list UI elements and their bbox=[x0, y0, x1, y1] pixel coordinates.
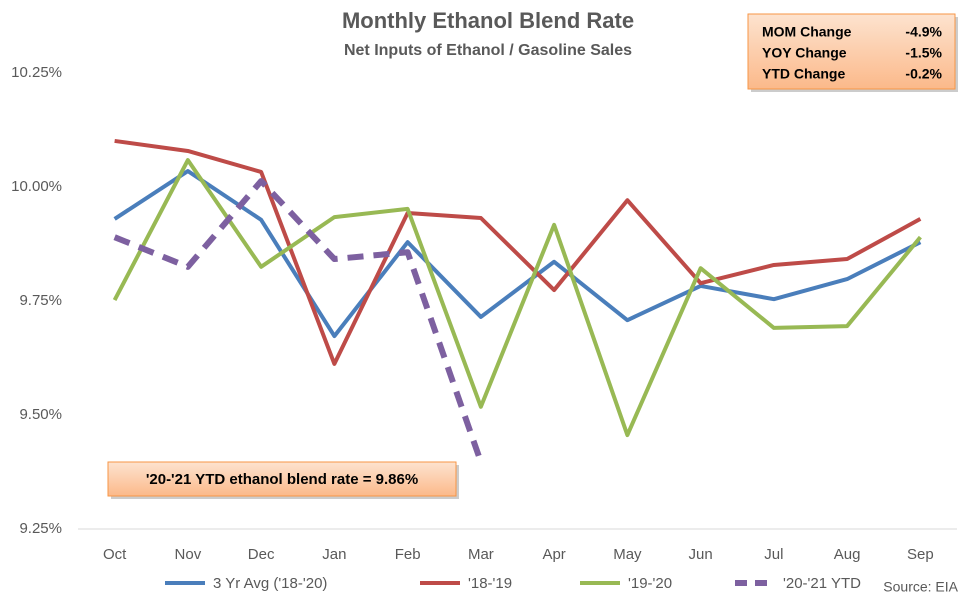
legend-label: '18-'19 bbox=[468, 575, 512, 592]
x-tick-label: Mar bbox=[468, 546, 494, 563]
x-tick-label: Jul bbox=[764, 546, 783, 563]
x-tick-label: Dec bbox=[248, 546, 275, 563]
x-tick-label: Jun bbox=[689, 546, 713, 563]
x-tick-label: Aug bbox=[834, 546, 861, 563]
series-line bbox=[112, 158, 922, 438]
stat-label: MOM Change bbox=[762, 24, 852, 40]
stat-label: YTD Change bbox=[762, 66, 845, 82]
series-line bbox=[113, 169, 922, 339]
source: Source: EIA bbox=[883, 579, 958, 595]
legend-label: 3 Yr Avg ('18-'20) bbox=[213, 575, 327, 592]
chart-subtitle: Net Inputs of Ethanol / Gasoline Sales bbox=[344, 42, 632, 59]
x-tick-label: Nov bbox=[175, 546, 202, 563]
y-tick-label: 10.25% bbox=[11, 64, 62, 81]
y-tick-label: 9.75% bbox=[19, 292, 62, 309]
y-tick-label: 10.00% bbox=[11, 178, 62, 195]
x-tick-label: May bbox=[613, 546, 642, 563]
legend-label: '19-'20 bbox=[628, 575, 672, 592]
stats-box bbox=[747, 13, 956, 90]
x-tick-label: Oct bbox=[103, 546, 127, 563]
stat-value: -1.5% bbox=[905, 45, 942, 61]
annotation-box bbox=[107, 461, 457, 497]
stat-value: -0.2% bbox=[905, 66, 942, 82]
x-tick-label: Jan bbox=[322, 546, 346, 563]
annotation: '20-'21 YTD ethanol blend rate = 9.86% bbox=[146, 471, 418, 488]
stat-value: -4.9% bbox=[905, 24, 942, 40]
stat-label: YOY Change bbox=[762, 45, 847, 61]
series-line bbox=[113, 178, 484, 463]
series-line bbox=[114, 138, 922, 366]
y-tick-label: 9.25% bbox=[19, 520, 62, 537]
x-tick-label: Sep bbox=[907, 546, 934, 563]
legend-label: '20-'21 YTD bbox=[783, 575, 861, 592]
x-tick-label: Feb bbox=[395, 546, 421, 563]
x-tick-label: Apr bbox=[542, 546, 565, 563]
chart-title: Monthly Ethanol Blend Rate bbox=[342, 8, 634, 33]
y-tick-label: 9.50% bbox=[19, 406, 62, 423]
